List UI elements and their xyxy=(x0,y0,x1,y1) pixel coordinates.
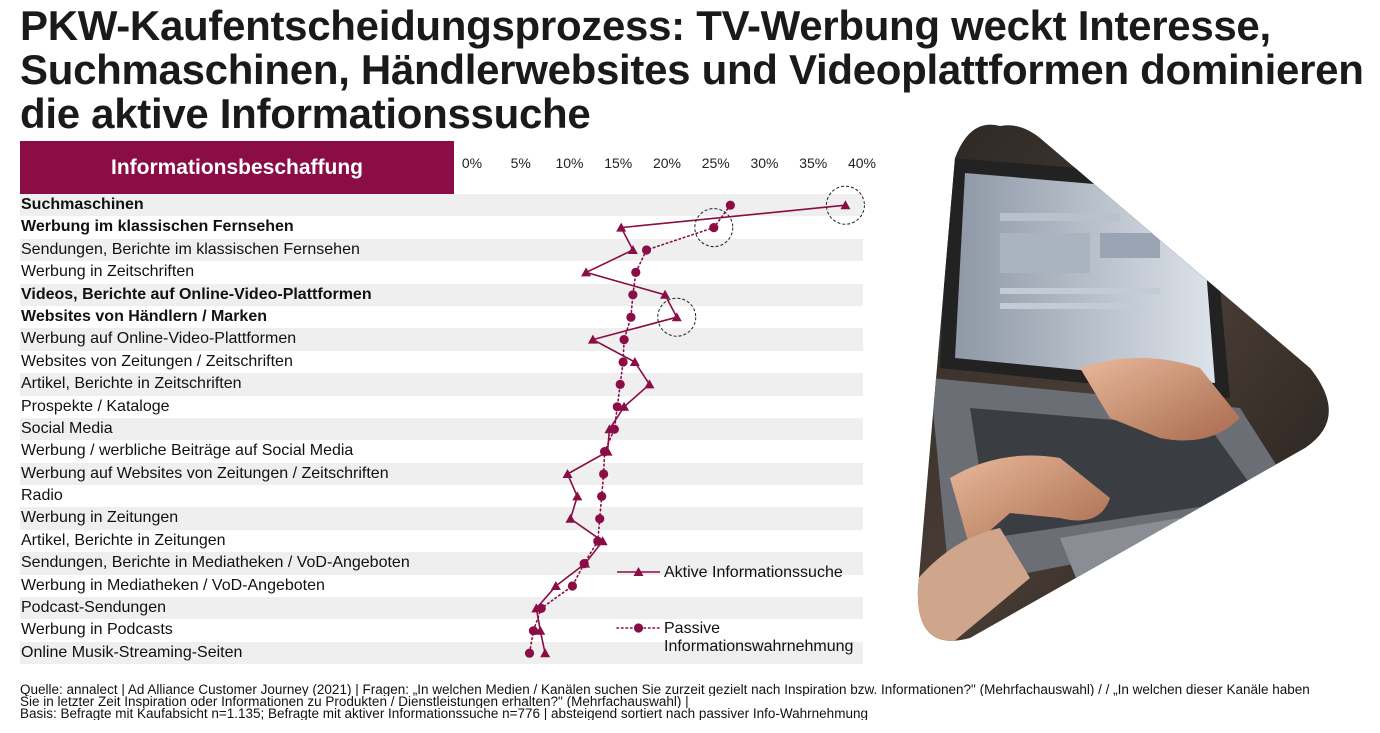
category-row: Artikel, Berichte in Zeitungen xyxy=(21,531,226,549)
x-tick-label: 0% xyxy=(462,155,482,171)
legend-label-passive: Passive Informationswahrnehmung xyxy=(664,620,853,655)
x-tick-label: 10% xyxy=(555,155,583,171)
category-header: Informationsbeschaffung xyxy=(20,141,454,194)
source-line-3: Basis: Befragte mit Kaufabsicht n=1.135;… xyxy=(20,708,868,720)
category-row: Websites von Zeitungen / Zeitschriften xyxy=(21,352,293,370)
category-row: Sendungen, Berichte in Mediatheken / VoD… xyxy=(20,552,863,575)
series-line-passive xyxy=(528,204,732,655)
category-row: Artikel, Berichte in Zeitschriften xyxy=(20,373,863,396)
category-row: Websites von Händlern / Marken xyxy=(21,307,267,325)
legend-label-passive-line-1: Passive xyxy=(664,620,720,637)
category-row: Werbung in Zeitungen xyxy=(20,507,863,530)
circle-marker xyxy=(615,379,625,389)
category-row: Suchmaschinen xyxy=(20,194,863,217)
category-row: Online Musik-Streaming-Seiten xyxy=(20,641,863,665)
triangle-marker xyxy=(627,245,638,254)
page-title: PKW-Kaufentscheidungsprozess: TV-Werbung… xyxy=(20,2,1364,137)
series-markers xyxy=(524,200,851,658)
x-tick-label: 25% xyxy=(702,155,730,171)
circle-marker xyxy=(536,603,546,614)
legend: Aktive Informationssuche Passive Informati… xyxy=(616,564,853,655)
source-line-2: Sie in letzter Zeit Inspiration oder Inf… xyxy=(20,696,689,708)
circle-marker xyxy=(612,402,622,412)
highlight-circle xyxy=(825,185,865,225)
circle-marker xyxy=(579,559,589,569)
circle-marker xyxy=(641,245,652,255)
triangle-marker xyxy=(562,469,573,478)
category-row: Werbung im klassischen Fernsehen xyxy=(21,218,294,236)
circle-marker xyxy=(709,223,719,233)
category-row: Werbung in Zeitschriften xyxy=(21,263,195,281)
series-line-active xyxy=(535,204,847,655)
category-row: Sendungen, Berichte im klassischen Ferns… xyxy=(20,238,863,262)
triangle-marker xyxy=(619,401,630,411)
triangle-marker xyxy=(660,289,671,299)
category-row: Werbung / werbliche Beiträge auf Social … xyxy=(21,442,354,460)
circle-marker xyxy=(599,469,609,479)
circle-marker xyxy=(567,581,578,591)
triangle-marker xyxy=(671,312,682,322)
category-row: Werbung in Podcasts xyxy=(21,621,173,639)
circle-marker xyxy=(593,536,603,546)
circle-marker xyxy=(609,424,619,434)
x-tick-label: 20% xyxy=(653,155,681,171)
triangle-marker xyxy=(565,513,576,523)
circle-marker xyxy=(619,335,629,345)
circle-marker xyxy=(528,626,539,636)
triangle-marker xyxy=(535,625,546,635)
legend-circle-marker xyxy=(633,623,644,633)
x-axis-ticks: 0% 5% 10% 15% 20% 25% 30% 35% 40% xyxy=(462,155,876,171)
laptop-photo xyxy=(910,118,1340,653)
triangle-marker xyxy=(572,491,583,501)
category-header-label: Informationsbeschaffung xyxy=(110,155,363,179)
triangle-marker xyxy=(840,200,851,210)
triangle-marker xyxy=(587,334,598,344)
category-row: Radio xyxy=(21,487,63,505)
category-row: Werbung in Mediatheken / VoD-Angeboten xyxy=(21,576,325,594)
triangle-marker xyxy=(540,648,551,658)
legend-triangle-marker xyxy=(633,567,644,576)
circle-marker xyxy=(628,290,638,300)
x-tick-label: 5% xyxy=(511,155,531,171)
triangle-marker xyxy=(550,581,561,590)
circle-marker xyxy=(524,648,535,658)
category-rows: Suchmaschinen Werbung im klassischen Fern… xyxy=(20,194,863,665)
circle-marker xyxy=(600,447,610,457)
category-row: Videos, Berichte auf Online-Video-Plattf… xyxy=(20,283,863,306)
legend-label-passive-line-2: Informationswahrnehmung xyxy=(664,638,853,655)
legend-label-active: Aktive Informationssuche xyxy=(664,564,843,581)
triangle-marker xyxy=(629,357,640,366)
x-tick-label: 30% xyxy=(750,155,778,171)
category-row: Werbung auf Websites von Zeitungen / Zei… xyxy=(20,462,863,486)
triangle-marker xyxy=(644,379,655,389)
x-tick-label: 40% xyxy=(848,155,876,171)
category-row: Werbung auf Online-Video-Plattformen xyxy=(20,328,863,351)
x-tick-label: 35% xyxy=(799,155,827,171)
triangle-marker xyxy=(581,267,592,277)
highlight-circle xyxy=(694,208,734,248)
source-line-1: Quelle: annalect | Ad Alliance Customer … xyxy=(20,684,1310,696)
category-row: Podcast-Sendungen xyxy=(20,597,863,620)
circle-marker xyxy=(626,312,636,322)
circle-marker xyxy=(597,491,607,501)
highlight-circle xyxy=(657,297,697,337)
category-row: Social Media xyxy=(20,417,863,441)
triangle-marker xyxy=(616,222,627,232)
category-row: Prospekte / Kataloge xyxy=(21,397,170,415)
circle-marker xyxy=(631,267,641,277)
circle-marker xyxy=(725,200,735,210)
circle-marker xyxy=(618,357,628,367)
x-tick-label: 15% xyxy=(604,155,632,171)
source-footer: Quelle: annalect | Ad Alliance Customer … xyxy=(20,684,1360,720)
circle-marker xyxy=(595,514,605,524)
highlight-circles xyxy=(657,185,865,337)
